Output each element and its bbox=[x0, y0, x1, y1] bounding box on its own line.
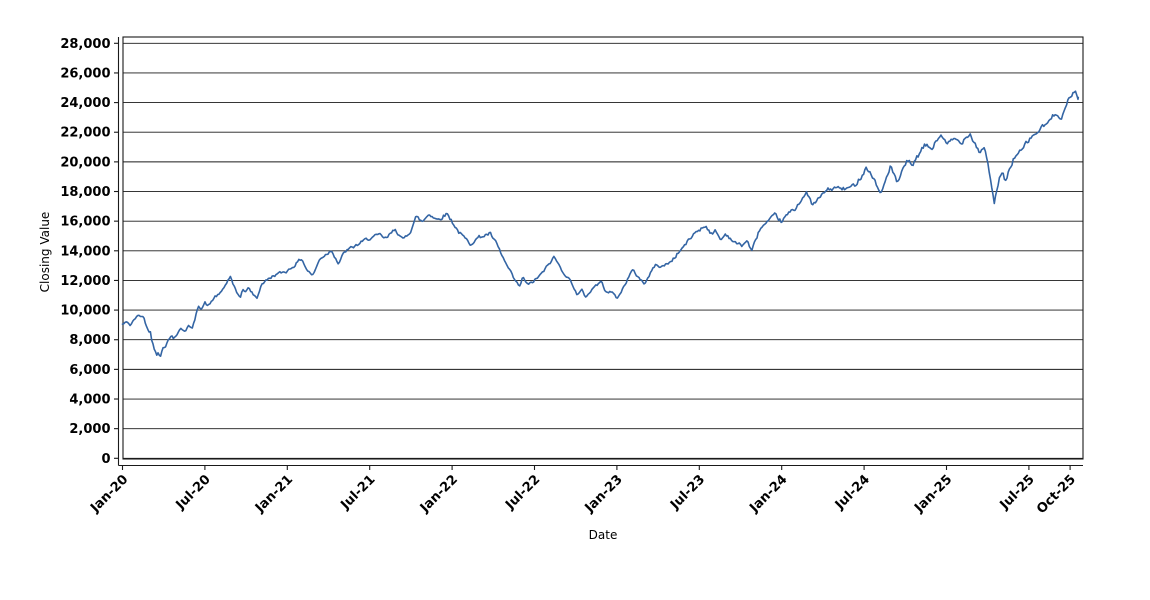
y-tick-label: 4,000 bbox=[69, 393, 110, 408]
x-tick-label: Jan-21 bbox=[252, 472, 296, 516]
x-tick-label: Jul-24 bbox=[832, 472, 873, 513]
y-tick-label: 14,000 bbox=[60, 244, 110, 259]
axis-lines-and-ticks bbox=[114, 37, 1083, 470]
x-tick-label: Jul-20 bbox=[173, 472, 214, 513]
plot-border bbox=[122, 36, 1084, 460]
y-tick-label: 8,000 bbox=[69, 333, 110, 348]
y-tick-label: 6,000 bbox=[69, 363, 110, 378]
y-tick-label: 16,000 bbox=[60, 215, 110, 230]
x-tick-label: Jan-23 bbox=[582, 472, 626, 516]
y-tick-label: 18,000 bbox=[60, 185, 110, 200]
x-tick-labels: Jan-20 Jul-20 Jan-21 Jul-21 Jan-22 Jul-22 Jan-… bbox=[87, 472, 1079, 517]
y-tick-labels: 0 2,000 4,000 6,000 8,000 10,000 12,000 14,000 1… bbox=[60, 37, 110, 467]
x-tick-label: Jul-21 bbox=[337, 472, 378, 513]
x-tick-label: Jan-25 bbox=[911, 472, 955, 516]
x-tick-label: Jan-22 bbox=[417, 472, 461, 516]
x-axis-title: Date bbox=[589, 528, 618, 542]
x-tick-label: Oct-25 bbox=[1034, 472, 1079, 517]
y-tick-label: 12,000 bbox=[60, 274, 110, 289]
x-tick-label: Jan-24 bbox=[746, 472, 790, 516]
y-tick-label: 2,000 bbox=[69, 422, 110, 437]
y-tick-label: 24,000 bbox=[60, 96, 110, 111]
y-axis-title: Closing Value bbox=[38, 212, 52, 293]
y-tick-label: 28,000 bbox=[60, 37, 110, 52]
x-tick-label: Jul-23 bbox=[667, 472, 708, 513]
y-tick-label: 0 bbox=[101, 452, 110, 467]
gridlines bbox=[123, 42, 1083, 459]
y-tick-label: 20,000 bbox=[60, 155, 110, 170]
plot-frame bbox=[122, 36, 1084, 460]
y-tick-label: 10,000 bbox=[60, 304, 110, 319]
x-tick-label: Jul-25 bbox=[997, 472, 1038, 513]
closing-value-series-line bbox=[121, 90, 1080, 357]
x-tick-label: Jan-20 bbox=[87, 472, 131, 516]
y-tick-label: 22,000 bbox=[60, 126, 110, 141]
x-tick-label: Jul-22 bbox=[502, 472, 543, 513]
y-tick-label: 26,000 bbox=[60, 66, 110, 81]
